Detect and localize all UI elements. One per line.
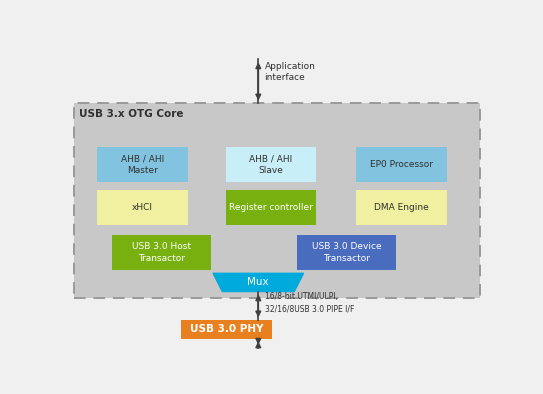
Text: AHB / AHI
Slave: AHB / AHI Slave (249, 154, 293, 175)
Text: DMA Engine: DMA Engine (374, 203, 429, 212)
Text: Application
interface: Application interface (264, 62, 315, 82)
Bar (181, 320, 272, 338)
Text: Register controller: Register controller (229, 203, 313, 212)
Text: Mux: Mux (248, 277, 269, 287)
Bar (97, 147, 188, 182)
Text: USB 3.0 Device
Transactor: USB 3.0 Device Transactor (312, 242, 382, 263)
Bar (356, 190, 446, 225)
Text: USB 3.0 Host
Transactor: USB 3.0 Host Transactor (132, 242, 191, 263)
Bar (226, 147, 316, 182)
Bar (226, 190, 316, 225)
Bar (356, 147, 446, 182)
Text: xHCI: xHCI (132, 203, 153, 212)
Bar (97, 190, 188, 225)
Polygon shape (213, 273, 304, 292)
Text: EP0 Processor: EP0 Processor (370, 160, 433, 169)
Text: AHB / AHI
Master: AHB / AHI Master (121, 154, 164, 175)
Bar (297, 235, 396, 270)
Text: USB 3.x OTG Core: USB 3.x OTG Core (79, 109, 184, 119)
Text: USB 3.0 PHY: USB 3.0 PHY (190, 324, 263, 335)
Text: 16/8-bit UTMI/ULPI,
32/16/8USB 3.0 PIPE I/F: 16/8-bit UTMI/ULPI, 32/16/8USB 3.0 PIPE … (264, 292, 354, 313)
Bar (112, 235, 211, 270)
Bar (74, 103, 481, 297)
